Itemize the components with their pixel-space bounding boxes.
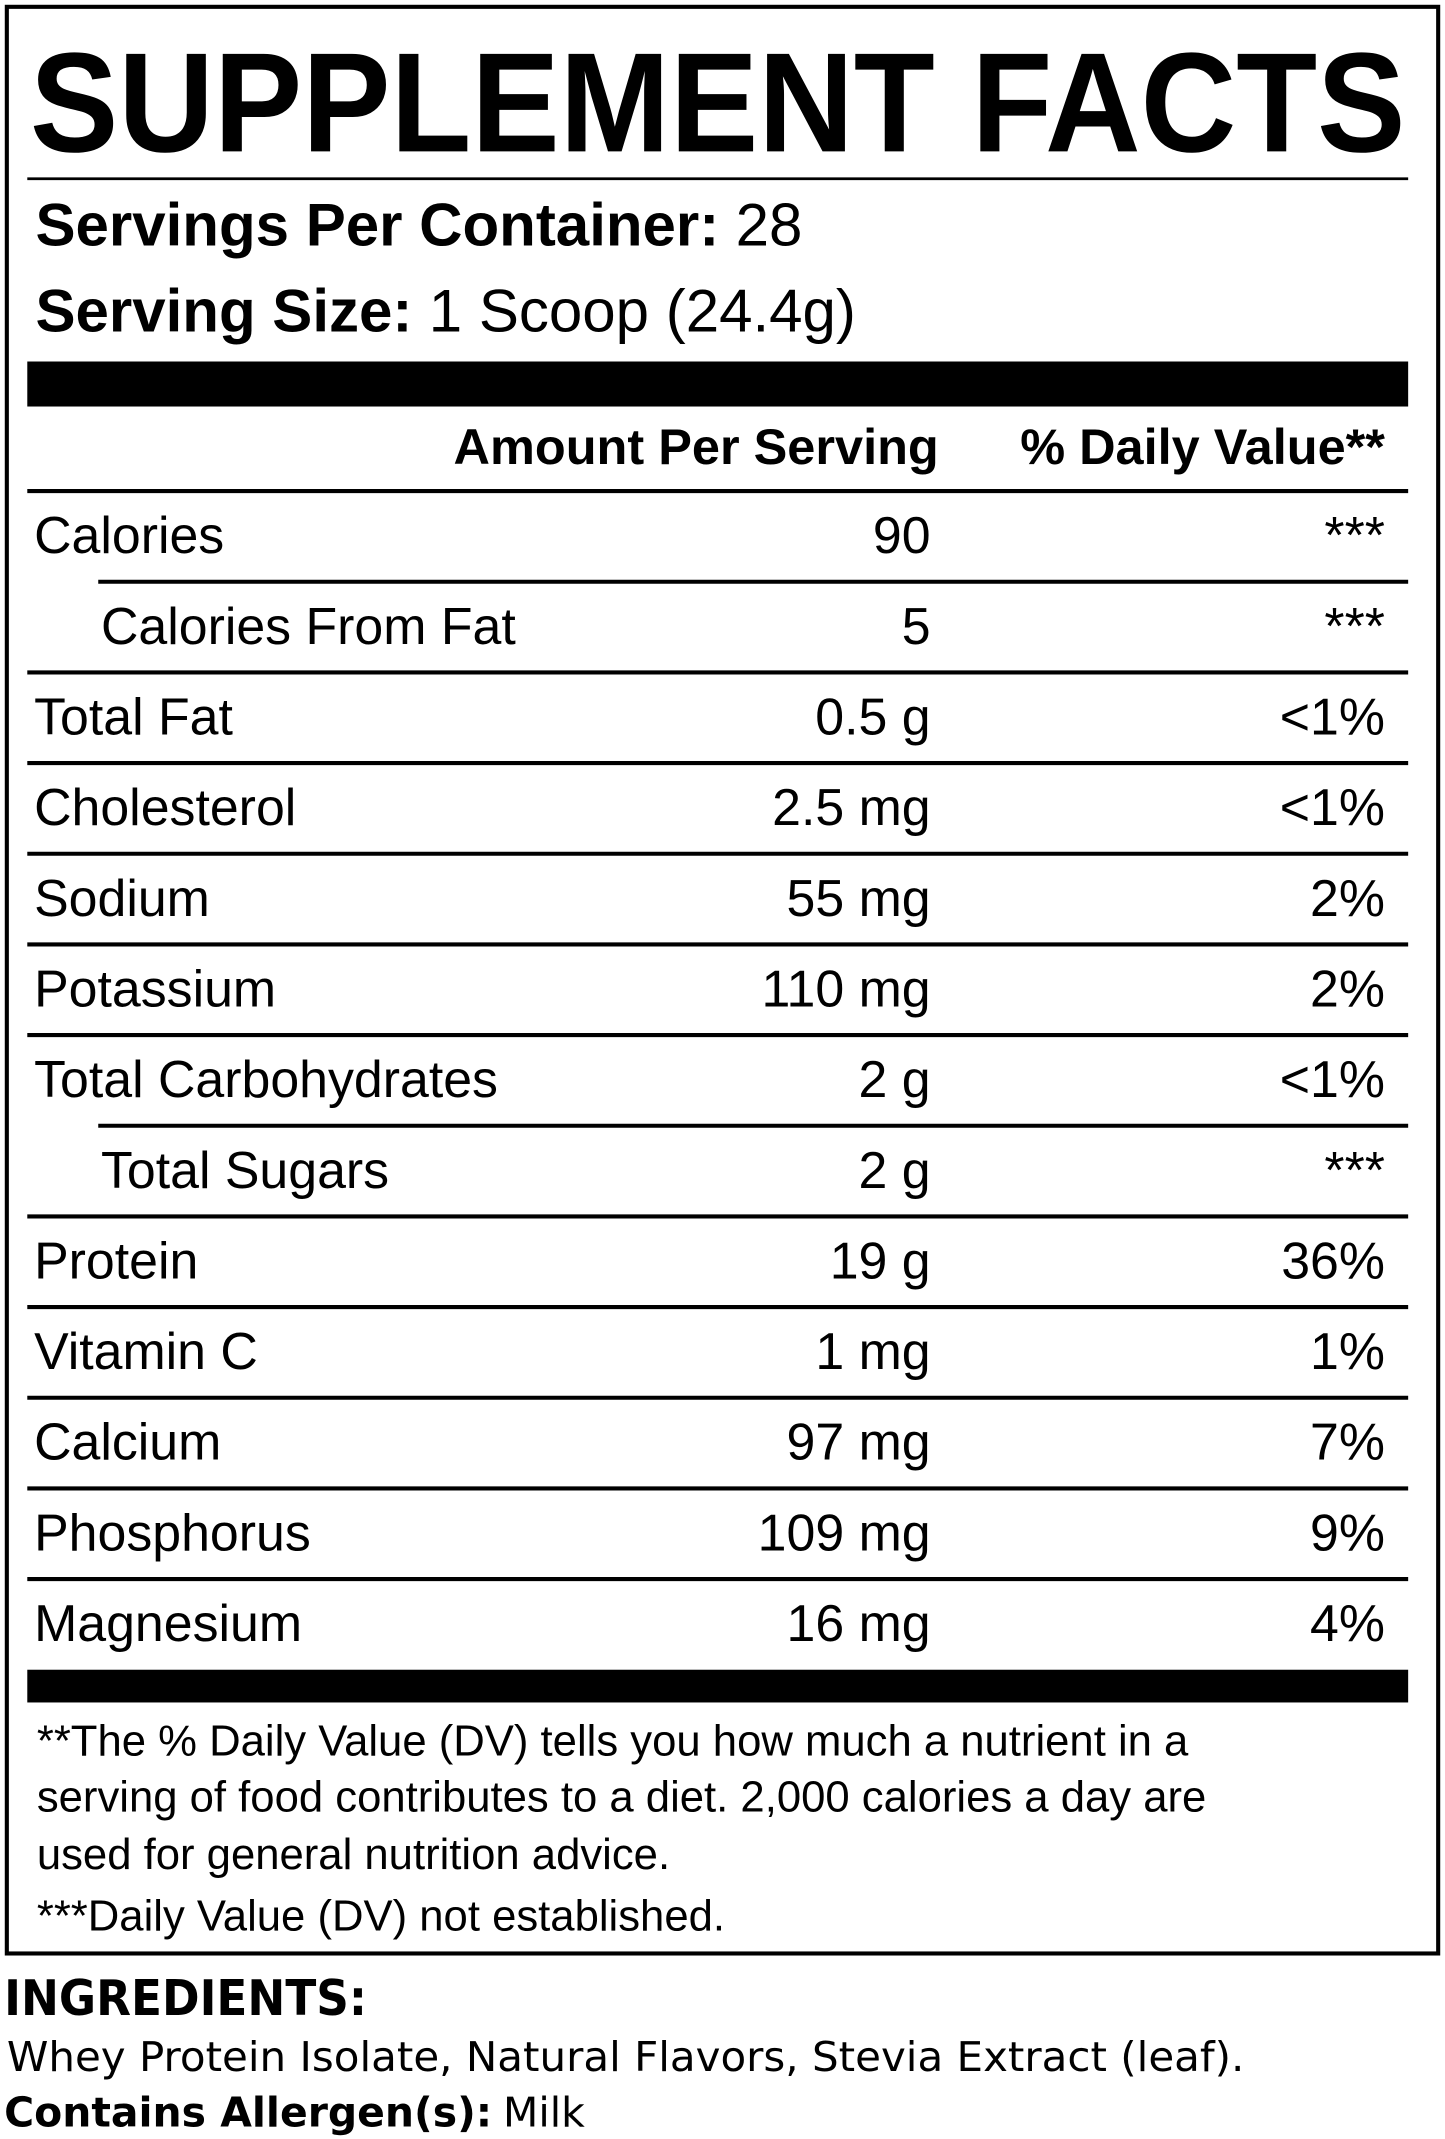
servings-value: 28 — [736, 192, 803, 259]
footnote: **The % Daily Value (DV) tells you how m… — [37, 1717, 1189, 1766]
nutrient-amount: 97 mg — [787, 1413, 931, 1471]
nutrient-amount: 0.5 g — [815, 687, 930, 745]
nutrient-name: Total Carbohydrates — [34, 1050, 498, 1108]
thick-bar — [27, 1669, 1409, 1703]
nutrient-name: Calories From Fat — [101, 597, 516, 655]
nutrient-name: Sodium — [34, 869, 210, 927]
nutrient-dv: <1% — [1280, 687, 1385, 745]
allergens: Contains Allergen(s): Milk — [4, 2089, 585, 2137]
ingredients-text: Whey Protein Isolate, Natural Flavors, S… — [7, 2033, 1245, 2081]
nutrient-name: Cholesterol — [34, 778, 296, 836]
nutrient-dv: 2% — [1310, 869, 1385, 927]
nutrient-name: Calcium — [34, 1413, 221, 1471]
thick-bar — [27, 361, 1409, 407]
nutrient-name: Total Sugars — [101, 1141, 389, 1199]
title: SUPPLEMENT FACTS — [30, 24, 1405, 182]
nutrient-dv: *** — [1324, 597, 1385, 655]
nutrient-dv: 1% — [1310, 1322, 1385, 1380]
nutrient-dv: <1% — [1280, 1050, 1385, 1108]
nutrient-amount: 16 mg — [787, 1594, 931, 1652]
footnote: ***Daily Value (DV) not established. — [37, 1891, 725, 1940]
nutrient-name: Total Fat — [34, 687, 233, 745]
serving-size-label: Serving Size: — [35, 277, 412, 344]
serving-size: Serving Size: 1 Scoop (24.4g) — [35, 277, 855, 344]
ingredients-title: INGREDIENTS: — [4, 1969, 367, 2027]
nutrient-name: Protein — [34, 1231, 198, 1289]
nutrient-amount: 19 g — [830, 1231, 931, 1289]
column-header: Amount Per Serving — [454, 418, 939, 475]
nutrient-dv: 7% — [1310, 1413, 1385, 1471]
nutrient-amount: 1 mg — [815, 1322, 930, 1380]
nutrient-dv: 4% — [1310, 1594, 1385, 1652]
nutrient-name: Vitamin C — [34, 1322, 258, 1380]
nutrient-dv: *** — [1324, 506, 1385, 564]
servings-per-container: Servings Per Container: 28 — [35, 192, 802, 259]
allergen-label: Contains Allergen(s): — [4, 2089, 492, 2137]
allergen-value: Milk — [503, 2089, 585, 2137]
nutrient-dv: 9% — [1310, 1503, 1385, 1561]
nutrient-name: Potassium — [34, 959, 276, 1017]
nutrient-dv: *** — [1324, 1141, 1385, 1199]
nutrient-amount: 90 — [873, 506, 931, 564]
panel-border — [4, 4, 1441, 1956]
nutrient-name: Phosphorus — [34, 1503, 311, 1561]
servings-label: Servings Per Container: — [35, 192, 719, 259]
nutrient-dv: 2% — [1310, 959, 1385, 1017]
nutrient-name: Calories — [34, 506, 224, 564]
nutrient-rows: Calories 90 *** Calories From Fat 5 *** Total … — [27, 506, 1409, 1652]
nutrient-amount: 55 mg — [787, 869, 931, 927]
nutrient-amount: 109 mg — [758, 1503, 931, 1561]
nutrient-amount: 2.5 mg — [772, 778, 930, 836]
footnotes: **The % Daily Value (DV) tells you how m… — [37, 1717, 1206, 1941]
nutrient-name: Magnesium — [34, 1594, 302, 1652]
nutrient-amount: 110 mg — [762, 959, 931, 1017]
column-header: % Daily Value** — [1020, 418, 1385, 475]
nutrient-dv: 36% — [1281, 1231, 1385, 1289]
nutrient-amount: 2 g — [859, 1050, 931, 1108]
nutrient-dv: <1% — [1280, 778, 1385, 836]
footnote: used for general nutrition advice. — [37, 1830, 670, 1879]
nutrient-amount: 2 g — [859, 1141, 931, 1199]
nutrient-amount: 5 — [902, 597, 931, 655]
serving-size-value: 1 Scoop (24.4g) — [429, 277, 856, 344]
footnote: serving of food contributes to a diet. 2… — [37, 1773, 1206, 1822]
